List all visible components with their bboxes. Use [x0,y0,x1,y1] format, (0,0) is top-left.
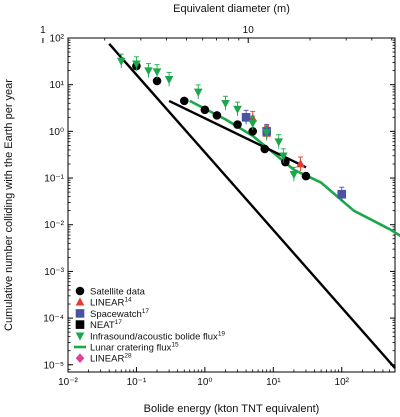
y-tick-label: 10⁻³ [44,267,64,278]
data-point [296,159,305,168]
legend-label: Infrasound/acoustic bolide flux19 [90,330,225,342]
power-law-fit-line [108,43,396,369]
data-point [212,111,222,120]
data-point [221,99,230,109]
x-tick-label: 10⁻² [58,377,78,388]
y-axis-title: Cumulative number colliding with the Ear… [3,79,15,331]
y-tick-label: 10⁻⁵ [43,360,64,371]
y-tick-label: 10² [50,34,65,45]
y-tick-label: 10⁻⁴ [43,314,64,325]
y-tick-label: 10⁻¹ [44,174,64,185]
x-tick-label: 10² [335,377,350,388]
data-point [281,157,290,167]
data-point [179,96,189,106]
legend-marker [75,332,85,341]
legend-label: NEAT17 [90,319,122,331]
plot-frame [67,37,396,373]
data-point [274,138,284,147]
data-point [289,171,299,180]
x-tick-label: 10⁰ [197,377,212,388]
data-point [248,119,258,128]
data-point [233,120,242,129]
y-tick-label: 10¹ [50,80,65,91]
legend-label: Satellite data [90,287,146,298]
x-axis-title: Bolide energy (kton TNT equivalent) [144,403,320,415]
data-point [260,144,270,154]
y-tick-label: 10⁻² [44,220,64,231]
top-tick-label: 10 [243,25,255,36]
axis-ticks [42,37,396,372]
data-point [132,60,141,69]
data-point [116,57,126,66]
plot-area-border [67,37,396,373]
legend-label: Spacewatch17 [90,308,149,320]
data-point [337,189,347,199]
axis-tick-labels: 10⁻²10⁻¹10⁰10¹10²10³10⁴10⁵10²10¹10⁰10⁻¹1… [40,25,350,388]
data-point [248,127,258,136]
data-point [164,76,174,85]
top-axis-title: Equivalent diameter (m) [173,3,290,15]
top-tick-label: 1 [40,25,46,36]
legend: Satellite dataLINEAR14Spacewatch17NEAT17… [74,287,225,365]
legend-marker [75,286,85,296]
data-point [193,88,203,97]
data-point [152,68,162,77]
y-tick-label: 10⁰ [49,127,64,138]
data-point [241,113,251,122]
data-point [301,171,311,181]
lunar-cratering-line [189,99,400,238]
x-tick-label: 10⁻¹ [127,377,147,388]
legend-label: Lunar cratering flux15 [90,342,179,354]
data-point [279,152,288,161]
legend-marker [75,309,85,318]
data-point [144,67,153,76]
legend-label: LINEAR14 [90,297,132,309]
data-point [262,129,271,138]
data-point [200,105,210,115]
data-point [233,105,242,114]
legend-marker [75,320,85,329]
chart-marks [108,43,400,369]
x-tick-label: 10¹ [266,377,281,388]
legend-marker [75,297,85,306]
legend-marker [75,353,85,363]
data-point [152,76,162,86]
legend-label: LINEAR28 [90,353,132,365]
